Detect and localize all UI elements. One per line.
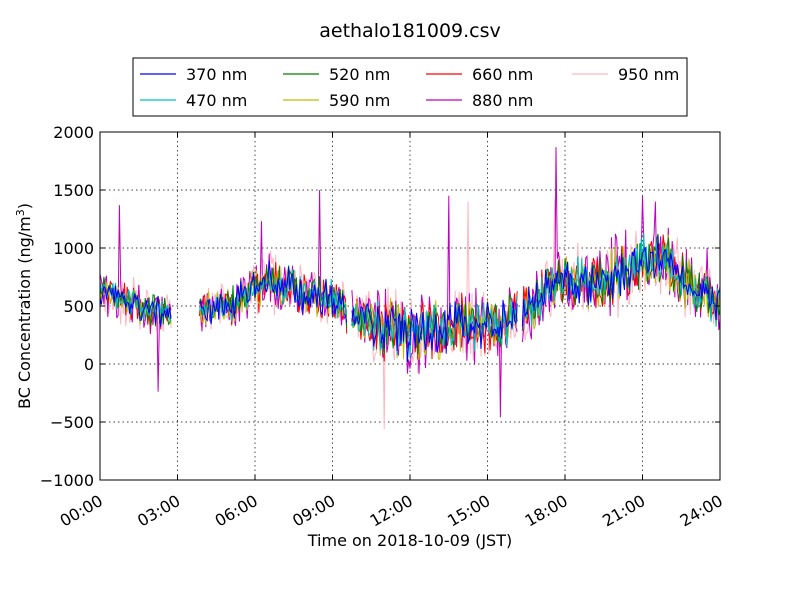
series-line-370-nm: [100, 235, 720, 363]
legend-label: 880 nm: [472, 91, 533, 110]
series-lines: [100, 147, 720, 430]
x-tick-label: 24:00: [677, 491, 726, 531]
series-line-470-nm: [100, 233, 720, 359]
legend-frame: [132, 57, 688, 117]
chart-title: aethalo181009.csv: [319, 20, 501, 42]
x-tick-label: 03:00: [134, 491, 183, 531]
y-axis-label-superscript: 3: [14, 209, 27, 216]
legend-label: 370 nm: [186, 65, 247, 84]
plot-area-frame: [99, 131, 721, 481]
series-line-950-nm: [100, 199, 720, 430]
y-tick-label: 1500: [53, 181, 94, 200]
y-axis-label-main: BC Concentration (ng/m: [15, 216, 34, 409]
series-line-520-nm: [100, 233, 720, 355]
legend-label: 520 nm: [329, 65, 390, 84]
y-axis-label: BC Concentration (ng/m3): [14, 203, 34, 409]
y-tick-label: −1000: [40, 471, 94, 490]
y-axis-tick-labels: 2000 1500 1000 500 0 −500 −1000: [40, 123, 94, 490]
x-tick-label: 21:00: [599, 491, 648, 531]
y-tick-label: 500: [63, 297, 94, 316]
grid-lines: [100, 132, 720, 480]
legend-label: 470 nm: [186, 91, 247, 110]
x-tick-label: 15:00: [444, 491, 493, 531]
x-tick-label: 06:00: [212, 491, 261, 531]
x-tick-label: 12:00: [367, 491, 416, 531]
y-axis-label-end: ): [15, 203, 34, 209]
y-tick-label: 1000: [53, 239, 94, 258]
x-axis-label: Time on 2018-10-09 (JST): [307, 531, 512, 550]
x-tick-label: 00:00: [57, 491, 106, 531]
x-tick-label: 09:00: [289, 491, 338, 531]
x-tick-label: 18:00: [522, 491, 571, 531]
x-axis-tick-labels: 00:00 03:00 06:00 09:00 12:00 15:00 18:00 21:00…: [57, 491, 726, 531]
y-tick-label: 2000: [53, 123, 94, 142]
legend-label: 660 nm: [472, 65, 533, 84]
y-tick-label: −500: [50, 413, 94, 432]
chart-legend: 370 nm 470 nm 520 nm 590 nm 660 nm 880 nm 950 …: [132, 57, 688, 117]
y-tick-label: 0: [84, 355, 94, 374]
legend-label: 950 nm: [618, 65, 679, 84]
legend-label: 590 nm: [329, 91, 390, 110]
